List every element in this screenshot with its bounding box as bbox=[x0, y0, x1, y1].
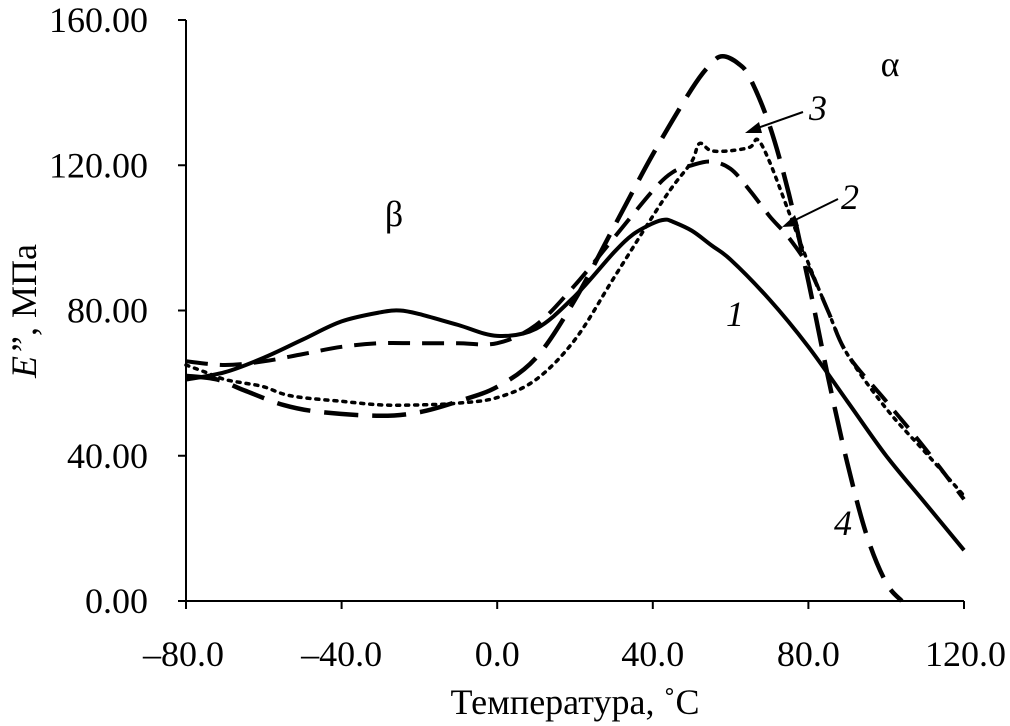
series-line-3 bbox=[184, 137, 966, 498]
y-tick-label: 160.00 bbox=[49, 0, 148, 40]
series-line-4 bbox=[185, 54, 904, 603]
x-tick-label: 40.0 bbox=[621, 634, 684, 674]
beta-annotation: β bbox=[385, 194, 403, 234]
curve-label-2: 2 bbox=[841, 177, 859, 217]
series-line-1 bbox=[185, 217, 966, 552]
y-tick-label: 0.00 bbox=[85, 581, 148, 621]
alpha-annotation: α bbox=[881, 44, 900, 84]
x-axis-title: Температура, ˚C bbox=[451, 682, 700, 722]
y-axis-title-rest: , МПа bbox=[4, 244, 44, 336]
svg-text:E”, МПа: E”, МПа bbox=[4, 244, 44, 379]
curve-label-3: 3 bbox=[808, 88, 827, 128]
y-axis-title-italic: E” bbox=[4, 336, 44, 379]
curve-label-1: 1 bbox=[726, 294, 744, 334]
y-tick-label: 40.00 bbox=[67, 436, 148, 476]
x-tick-label: –80.0 bbox=[142, 634, 224, 674]
x-tick-label: –40.0 bbox=[300, 634, 382, 674]
x-tick-label: 0.0 bbox=[475, 634, 520, 674]
y-tick-label: 80.00 bbox=[67, 291, 148, 331]
y-tick-label: 120.00 bbox=[49, 145, 148, 185]
curve-label-4: 4 bbox=[834, 503, 852, 543]
arrow-label-2 bbox=[782, 198, 839, 227]
arrow-label-3 bbox=[745, 111, 804, 133]
series-group bbox=[184, 54, 966, 603]
x-tick-label: 120.0 bbox=[925, 634, 1006, 674]
y-axis-title: E”, МПа bbox=[4, 244, 44, 379]
ticks: –80.0 –40.0 0.0 40.0 80.0 120.0 0.00 40.00 80.00… bbox=[49, 0, 1006, 674]
x-tick-label: 80.0 bbox=[777, 634, 840, 674]
